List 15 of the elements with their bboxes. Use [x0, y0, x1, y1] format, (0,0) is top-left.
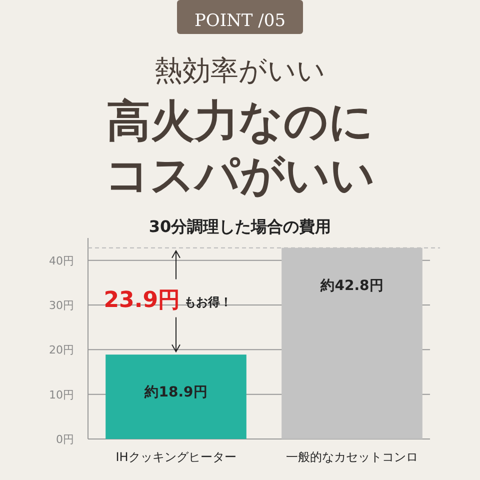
y-tick-label: 30円: [49, 299, 74, 312]
y-tick-label: 40円: [49, 254, 74, 268]
chart-title: 高火力なのにコスパがいい: [105, 96, 375, 201]
text: 熱効率がいい: [154, 54, 326, 87]
y-tick-label: 0円: [56, 433, 74, 446]
text: POINT /05: [194, 11, 286, 31]
y-tick-label: 20円: [49, 344, 74, 357]
y-tick-label: 10円: [49, 388, 74, 402]
x-tick-label: 一般的なカセットコンロ: [286, 450, 418, 464]
x-tick-label: IHクッキングヒーター: [116, 450, 236, 464]
data-label: 約18.9円: [144, 384, 208, 401]
chart-subtitle: 30分調理した場合の費用: [148, 217, 332, 236]
annotation: もお得！: [184, 295, 232, 310]
annotation: 23.9円: [104, 288, 180, 314]
data-label: 約42.8円: [320, 278, 384, 294]
